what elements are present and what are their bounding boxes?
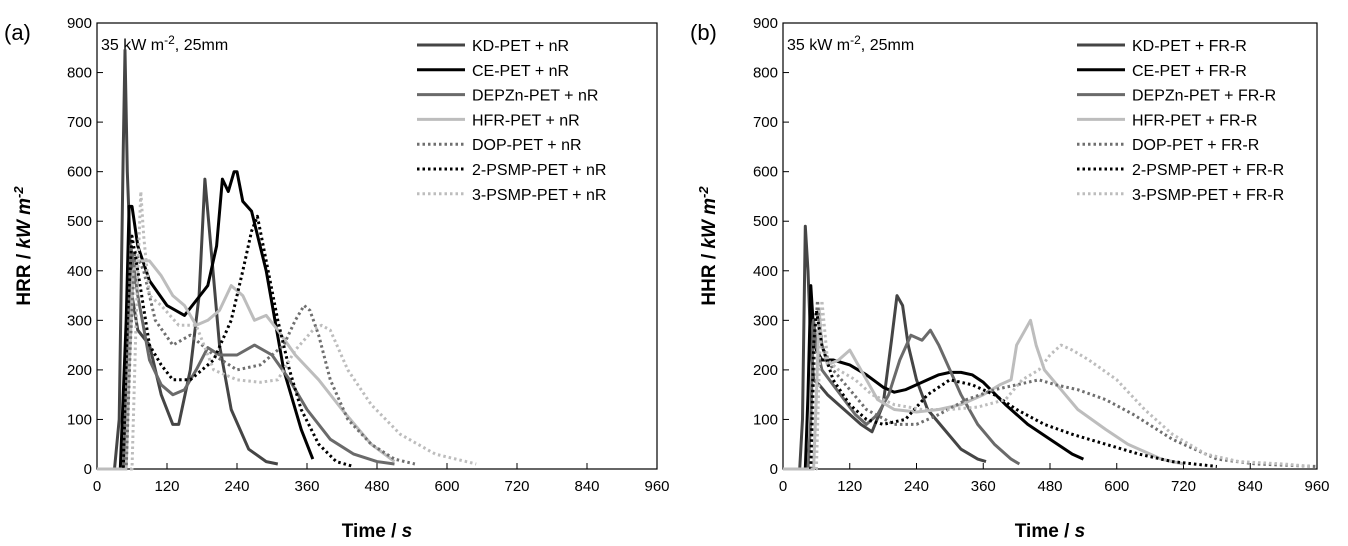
y-tick-label: 200 <box>67 362 92 379</box>
x-tick-label: 840 <box>1238 478 1263 495</box>
x-tick-label: 960 <box>644 478 669 495</box>
y-axis-title-sup: -2 <box>11 186 26 198</box>
x-tick-label: 0 <box>779 478 787 495</box>
annotation-sup: -2 <box>164 33 175 47</box>
y-tick-label: 800 <box>753 65 778 82</box>
x-tick-label: 0 <box>93 478 101 495</box>
y-tick-label: 600 <box>67 164 92 181</box>
y-tick-label: 100 <box>753 411 778 428</box>
series-line <box>783 299 1318 471</box>
y-tick-label: 600 <box>753 164 778 181</box>
y-tick-label: 300 <box>67 312 92 329</box>
y-tick-label: 0 <box>770 461 778 478</box>
legend-label: 3-PSMP-PET + nR <box>472 187 606 204</box>
y-tick-label: 200 <box>753 362 778 379</box>
series-line <box>97 48 279 471</box>
legend-label: 2-PSMP-PET + nR <box>472 162 606 179</box>
annotation-sup: -2 <box>850 33 861 47</box>
x-tick-label: 840 <box>574 478 599 495</box>
series-line <box>97 249 416 471</box>
x-axis-title: Time / s <box>1015 521 1085 542</box>
series-line <box>783 224 987 471</box>
x-tick-label: 120 <box>154 478 179 495</box>
y-axis-title-text: HHR / <box>699 249 720 306</box>
legend-label: 2-PSMP-PET + FR-R <box>1132 162 1284 179</box>
x-axis-title: Time / s <box>342 521 412 542</box>
x-axis-title-unit: s <box>1075 521 1086 542</box>
x-tick-label: 120 <box>837 478 862 495</box>
legend-label: 3-PSMP-PET + FR-R <box>1132 187 1284 204</box>
series-line <box>97 244 395 471</box>
series-line <box>97 214 355 471</box>
y-axis-title: HHR / kW m-2 <box>696 186 720 306</box>
series-line <box>97 170 315 471</box>
series-line <box>783 308 1218 471</box>
y-tick-label: 500 <box>67 213 92 230</box>
legend-label: DOP-PET + nR <box>472 137 582 154</box>
x-tick-label: 960 <box>1304 478 1329 495</box>
series-line <box>97 259 396 471</box>
annotation-text: 35 kW m <box>101 37 164 54</box>
x-tick-label: 600 <box>1104 478 1129 495</box>
x-tick-label: 720 <box>1171 478 1196 495</box>
y-axis-title-unit: kW m <box>699 198 720 249</box>
legend-label: DOP-PET + FR-R <box>1132 137 1259 154</box>
annotation-text: 35 kW m <box>787 37 850 54</box>
y-tick-label: 800 <box>67 65 92 82</box>
panel-label: (a) <box>4 20 31 45</box>
annotation-rest: , 25mm <box>175 37 228 54</box>
y-tick-label: 100 <box>67 411 92 428</box>
y-tick-label: 900 <box>67 15 92 32</box>
x-tick-label: 720 <box>504 478 529 495</box>
legend-label: KD-PET + FR-R <box>1132 38 1247 55</box>
x-tick-label: 360 <box>971 478 996 495</box>
y-tick-label: 400 <box>67 263 92 280</box>
y-tick-label: 900 <box>753 15 778 32</box>
x-axis-title-text: Time / <box>1015 521 1075 542</box>
legend-label: DEPZn-PET + FR-R <box>1132 88 1276 105</box>
y-axis-title: HRR / kW m-2 <box>11 186 35 306</box>
y-axis-title-text: HRR / <box>14 249 35 306</box>
y-tick-label: 700 <box>753 114 778 131</box>
legend-label: HFR-PET + nR <box>472 112 580 129</box>
annotation: 35 kW m-2, 25mm <box>101 33 228 54</box>
annotation-rest: , 25mm <box>861 37 914 54</box>
y-tick-label: 0 <box>84 461 92 478</box>
annotation: 35 kW m-2, 25mm <box>787 33 914 54</box>
x-axis-title-unit: s <box>402 521 413 542</box>
legend-label: CE-PET + nR <box>472 63 569 80</box>
legend-label: DEPZn-PET + nR <box>472 88 598 105</box>
panel-label: (b) <box>690 20 717 45</box>
y-axis-title-unit: kW m <box>14 198 35 249</box>
y-tick-label: 500 <box>753 213 778 230</box>
x-tick-label: 600 <box>434 478 459 495</box>
series-line <box>97 190 477 471</box>
x-axis-title-text: Time / <box>342 521 402 542</box>
y-axis-title-sup: -2 <box>696 186 711 198</box>
legend-label: CE-PET + FR-R <box>1132 63 1247 80</box>
x-tick-label: 480 <box>1037 478 1062 495</box>
series-line <box>783 299 1312 471</box>
y-tick-label: 700 <box>67 114 92 131</box>
legend-label: KD-PET + nR <box>472 38 569 55</box>
x-tick-label: 480 <box>364 478 389 495</box>
legend-label: HFR-PET + FR-R <box>1132 112 1257 129</box>
x-tick-label: 240 <box>904 478 929 495</box>
x-tick-label: 240 <box>224 478 249 495</box>
x-tick-label: 360 <box>294 478 319 495</box>
y-tick-label: 400 <box>753 263 778 280</box>
y-tick-label: 300 <box>753 312 778 329</box>
